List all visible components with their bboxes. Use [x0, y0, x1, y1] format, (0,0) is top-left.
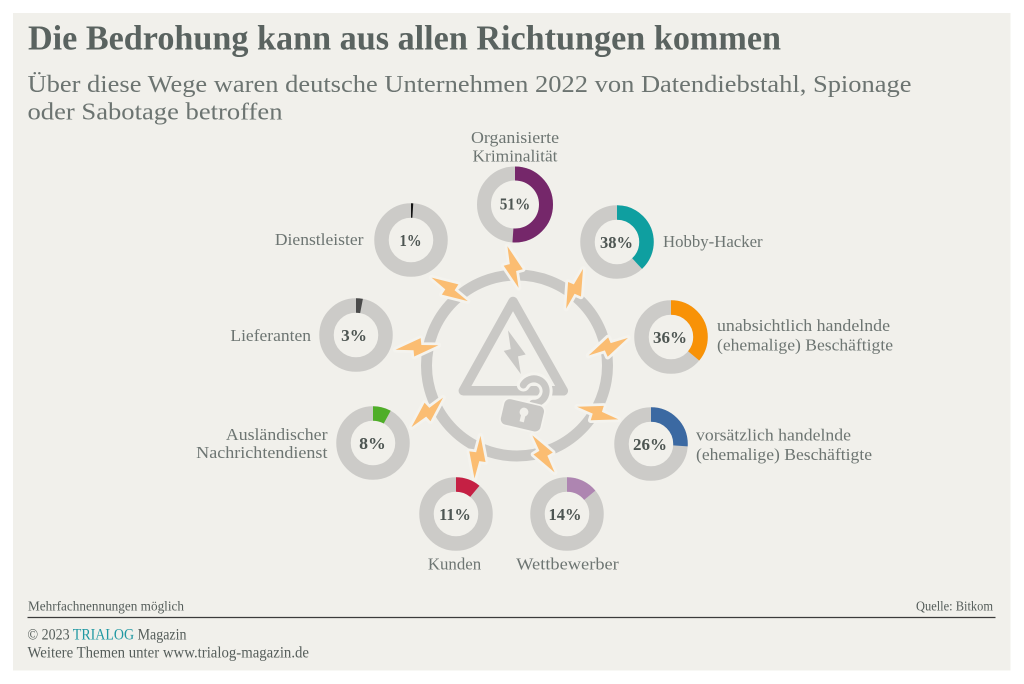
svg-text:Mehrfachnennungen möglich: Mehrfachnennungen möglich	[28, 598, 184, 613]
svg-text:Über diese Wege waren deutsche: Über diese Wege waren deutsche Unternehm…	[28, 72, 912, 98]
svg-text:(ehemalige) Beschäftigte: (ehemalige) Beschäftigte	[717, 336, 893, 355]
svg-text:8%: 8%	[359, 434, 386, 453]
svg-text:© 2023 TRIALOG Magazin: © 2023 TRIALOG Magazin	[28, 627, 187, 644]
svg-text:Ausländischer: Ausländischer	[226, 425, 328, 444]
svg-text:36%: 36%	[653, 328, 687, 347]
svg-text:Organisierte: Organisierte	[471, 128, 559, 147]
svg-text:Weitere Themen unter www.trial: Weitere Themen unter www.trialog-magazin…	[28, 645, 310, 662]
svg-text:oder Sabotage betroffen: oder Sabotage betroffen	[28, 100, 283, 126]
svg-text:3%: 3%	[341, 326, 367, 345]
svg-text:vorsätzlich handelnde: vorsätzlich handelnde	[696, 426, 851, 445]
svg-text:Lieferanten: Lieferanten	[230, 326, 311, 345]
svg-text:(ehemalige) Beschäftigte: (ehemalige) Beschäftigte	[696, 445, 872, 464]
svg-text:Kriminalität: Kriminalität	[473, 147, 558, 166]
svg-text:Hobby-Hacker: Hobby-Hacker	[663, 232, 763, 251]
svg-text:11%: 11%	[439, 505, 471, 524]
svg-text:1%: 1%	[400, 231, 422, 250]
svg-text:38%: 38%	[600, 233, 633, 252]
svg-text:14%: 14%	[549, 505, 582, 524]
svg-text:26%: 26%	[633, 435, 667, 454]
svg-text:Die Bedrohung kann aus allen R: Die Bedrohung kann aus allen Richtungen …	[28, 19, 781, 58]
svg-text:Nachrichtendienst: Nachrichtendienst	[196, 443, 328, 462]
svg-text:Dienstleister: Dienstleister	[275, 230, 364, 249]
svg-text:51%: 51%	[500, 195, 531, 214]
svg-text:Quelle: Bitkom: Quelle: Bitkom	[916, 598, 993, 613]
svg-text:Wettbewerber: Wettbewerber	[516, 555, 619, 574]
svg-text:Kunden: Kunden	[428, 555, 482, 574]
svg-text:unabsichtlich handelnde: unabsichtlich handelnde	[717, 316, 890, 335]
